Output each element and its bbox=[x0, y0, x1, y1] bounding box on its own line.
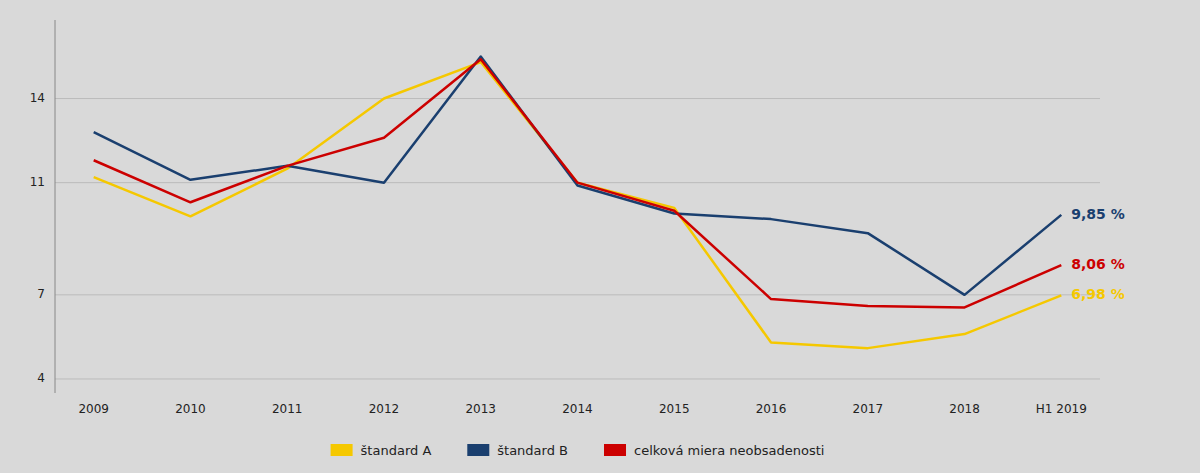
annotation: 9,85 % bbox=[1071, 206, 1124, 222]
y-tick-label: 11 bbox=[30, 175, 45, 189]
x-tick-label: 2009 bbox=[78, 402, 109, 416]
legend-item: štandard B bbox=[467, 443, 568, 458]
grid-line bbox=[55, 98, 1100, 99]
x-tick-label: 2016 bbox=[756, 402, 787, 416]
x-tick-label: 2012 bbox=[369, 402, 400, 416]
background bbox=[0, 0, 1200, 473]
x-tick-label: 2014 bbox=[562, 402, 593, 416]
legend-swatch bbox=[467, 444, 489, 456]
series-line bbox=[94, 62, 1062, 348]
x-tick-label: 2010 bbox=[175, 402, 206, 416]
legend-swatch bbox=[331, 444, 353, 456]
x-tick-label: 2015 bbox=[659, 402, 690, 416]
x-tick-label: 2011 bbox=[272, 402, 303, 416]
annotation: 8,06 % bbox=[1071, 256, 1124, 272]
y-axis-line bbox=[55, 20, 56, 393]
legend-item: štandard A bbox=[331, 443, 432, 458]
x-tick-label: H1 2019 bbox=[1036, 402, 1087, 416]
y-tick-label: 4 bbox=[37, 371, 45, 385]
grid-line bbox=[55, 378, 1100, 379]
legend-item: celková miera neobsadenosti bbox=[604, 443, 824, 458]
series-line bbox=[94, 59, 1062, 307]
legend-swatch bbox=[604, 444, 626, 456]
y-tick-label: 7 bbox=[37, 287, 45, 301]
grid-line bbox=[55, 294, 1100, 295]
series-line bbox=[94, 56, 1062, 294]
lines bbox=[94, 56, 1062, 348]
x-tick-label: 2013 bbox=[465, 402, 496, 416]
x-tick-label: 2018 bbox=[949, 402, 980, 416]
y-tick-label: 14 bbox=[30, 91, 45, 105]
legend: štandard A štandard B celková miera neobsa… bbox=[331, 443, 825, 458]
x-tick-label: 2017 bbox=[853, 402, 884, 416]
legend-label: celková miera neobsadenosti bbox=[634, 443, 824, 458]
legend-label: štandard A bbox=[361, 443, 432, 458]
annotation: 6,98 % bbox=[1071, 286, 1124, 302]
legend-label: štandard B bbox=[497, 443, 568, 458]
chart: 4 7 11 14 2009 2010 2011 2012 2013 2014 2015 2016 20… bbox=[0, 0, 1200, 473]
